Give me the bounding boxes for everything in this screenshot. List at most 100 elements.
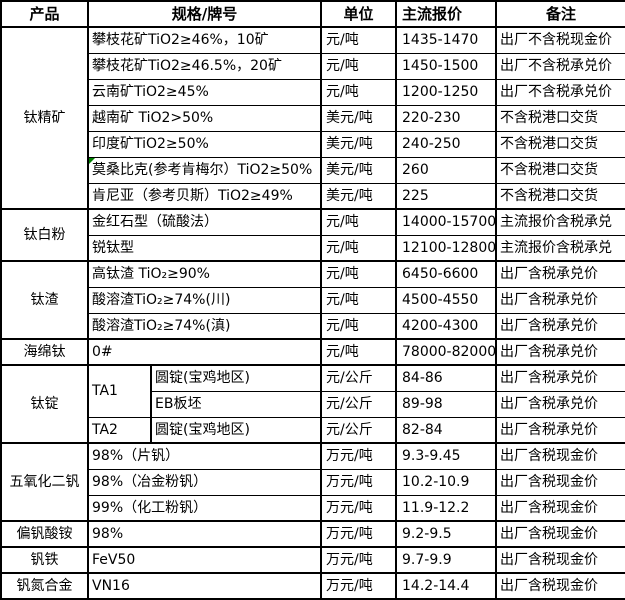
unit-cell: 元/吨	[320, 26, 398, 54]
table-row: 五氧化二钒 98%（片钒） 万元/吨 9.3-9.45 出厂含税现金价	[0, 442, 625, 522]
product-cell: 钛锭	[0, 364, 89, 444]
grade-cell: TA2	[87, 416, 152, 444]
price-cell: 6450-6600	[395, 260, 498, 288]
header-note: 备注	[495, 0, 625, 28]
table-row: 钒氮合金 VN16 万元/吨 14.2-14.4 出厂含税现金价	[0, 572, 625, 600]
spec-text: 莫桑比克(参考肯梅尔）TiO2≥50%	[92, 162, 313, 178]
note-cell: 不含税港口交货	[495, 130, 625, 158]
note-cell: 出厂含税现金价	[495, 442, 625, 470]
table-row: 肯尼亚（参考贝斯）TiO2≥49% 美元/吨 225 不含税港口交货	[1, 182, 625, 210]
spec-cell: 锐钛型	[86, 234, 323, 262]
table-row: 钛渣 高钛渣 TiO₂≥90% 元/吨 6450-6600 出厂含税承兑价	[0, 260, 625, 340]
price-cell: 4500-4550	[395, 286, 498, 314]
unit-cell: 元/吨	[320, 260, 398, 288]
unit-cell: 元/吨	[320, 338, 398, 366]
product-cell: 海绵钛	[0, 338, 89, 366]
note-cell: 出厂含税承兑价	[495, 338, 625, 366]
note-cell: 主流报价含税承兑	[495, 234, 625, 262]
spec-cell: 越南矿 TiO2>50%	[86, 104, 323, 132]
note-cell: 出厂不含税承兑价	[495, 52, 625, 80]
spec-cell: 0#	[86, 338, 323, 366]
spec-cell: 印度矿TiO2≥50%	[86, 130, 323, 158]
table-row: 钛白粉 金红石型（硫酸法） 元/吨 14000-15700 主流报价含税承兑	[0, 208, 625, 262]
note-cell: 出厂含税承兑价	[495, 312, 625, 340]
spec-cell: 高钛渣 TiO₂≥90%	[86, 260, 323, 288]
table-row: 钒铁 FeV50 万元/吨 9.7-9.9 出厂含税现金价	[0, 546, 625, 574]
table-row: 锐钛型 元/吨 12100-12800 主流报价含税承兑	[1, 234, 625, 262]
header-price: 主流报价	[395, 0, 498, 28]
price-cell: 225	[395, 182, 498, 210]
spec-cell: FeV50	[86, 546, 323, 574]
unit-cell: 元/吨	[320, 52, 398, 80]
spec-cell: 金红石型（硫酸法）	[86, 208, 323, 236]
spec-cell: 云南矿TiO2≥45%	[86, 78, 323, 106]
price-cell: 4200-4300	[395, 312, 498, 340]
note-cell: 不含税港口交货	[495, 182, 625, 210]
price-cell: 89-98	[395, 390, 498, 418]
spec-cell: 肯尼亚（参考贝斯）TiO2≥49%	[86, 182, 323, 210]
spec-cell: 莫桑比克(参考肯梅尔）TiO2≥50%	[86, 156, 323, 184]
price-cell: 1435-1470	[395, 26, 498, 54]
note-cell: 出厂含税现金价	[495, 494, 625, 522]
product-cell: 钛渣	[0, 260, 89, 340]
note-cell: 出厂含税现金价	[495, 546, 625, 574]
unit-cell: 万元/吨	[320, 442, 398, 470]
spec-cell: 98%（片钒）	[86, 442, 323, 470]
note-cell: 不含税港口交货	[495, 104, 625, 132]
unit-cell: 美元/吨	[320, 130, 398, 158]
table-row: TA2 圆锭(宝鸡地区) 元/公斤 82-84 出厂含税承兑价	[1, 416, 625, 444]
price-cell: 9.3-9.45	[395, 442, 498, 470]
note-cell: 不含税港口交货	[495, 156, 625, 184]
unit-cell: 元/吨	[320, 208, 398, 236]
unit-cell: 万元/吨	[320, 546, 398, 574]
note-cell: 出厂含税承兑价	[495, 390, 625, 418]
note-cell: 出厂含税承兑价	[495, 286, 625, 314]
unit-cell: 美元/吨	[320, 156, 398, 184]
unit-cell: 元/吨	[320, 78, 398, 106]
price-cell: 12100-12800	[395, 234, 498, 262]
price-cell: 14.2-14.4	[395, 572, 498, 600]
table-row: 海绵钛 0# 元/吨 78000-82000 出厂含税承兑价	[0, 338, 625, 366]
price-cell: 11.9-12.2	[395, 494, 498, 522]
unit-cell: 万元/吨	[320, 572, 398, 600]
product-cell: 钛白粉	[0, 208, 89, 262]
note-cell: 出厂含税承兑价	[495, 260, 625, 288]
table-row: 莫桑比克(参考肯梅尔）TiO2≥50% 美元/吨 260 不含税港口交货	[1, 156, 625, 184]
table-row: 钛锭 TA1 圆锭(宝鸡地区) 元/公斤 84-86 出厂含税承兑价	[0, 364, 625, 444]
spec-cell: 99%（化工粉钒）	[86, 494, 323, 522]
spec-cell: EB板坯	[149, 390, 323, 418]
header-unit: 单位	[320, 0, 398, 28]
comment-marker-icon	[90, 158, 95, 164]
table-row: 云南矿TiO2≥45% 元/吨 1200-1250 出厂不含税承兑价	[1, 78, 625, 106]
note-cell: 出厂含税承兑价	[495, 416, 625, 444]
note-cell: 出厂不含税现金价	[495, 26, 625, 54]
table-row: 酸溶渣TiO₂≥74%(川) 元/吨 4500-4550 出厂含税承兑价	[1, 286, 625, 314]
note-cell: 出厂不含税承兑价	[495, 78, 625, 106]
unit-cell: 元/吨	[320, 312, 398, 340]
price-cell: 84-86	[395, 364, 498, 392]
table-row: 98%（冶金粉钒） 万元/吨 10.2-10.9 出厂含税现金价	[1, 468, 625, 496]
note-cell: 出厂含税承兑价	[495, 364, 625, 392]
spec-cell: 98%	[86, 520, 323, 548]
product-cell: 五氧化二钒	[0, 442, 89, 522]
price-cell: 260	[395, 156, 498, 184]
unit-cell: 美元/吨	[320, 182, 398, 210]
unit-cell: 万元/吨	[320, 468, 398, 496]
product-cell: 偏钒酸铵	[0, 520, 89, 548]
unit-cell: 万元/吨	[320, 520, 398, 548]
spec-cell: 攀枝花矿TiO2≥46%，10矿	[86, 26, 323, 54]
table-row: EB板坯 元/公斤 89-98 出厂含税承兑价	[1, 390, 625, 418]
price-cell: 78000-82000	[395, 338, 498, 366]
price-cell: 220-230	[395, 104, 498, 132]
header-product: 产品	[0, 0, 89, 28]
unit-cell: 元/吨	[320, 286, 398, 314]
table-row: 酸溶渣TiO₂≥74%(滇) 元/吨 4200-4300 出厂含税承兑价	[1, 312, 625, 340]
header-spec: 规格/牌号	[86, 0, 323, 28]
table-row: 99%（化工粉钒） 万元/吨 11.9-12.2 出厂含税现金价	[1, 494, 625, 522]
spec-cell: 圆锭(宝鸡地区)	[149, 364, 323, 392]
table-row: 偏钒酸铵 98% 万元/吨 9.2-9.5 出厂含税现金价	[0, 520, 625, 548]
price-cell: 9.7-9.9	[395, 546, 498, 574]
unit-cell: 元/公斤	[320, 364, 398, 392]
price-cell: 9.2-9.5	[395, 520, 498, 548]
